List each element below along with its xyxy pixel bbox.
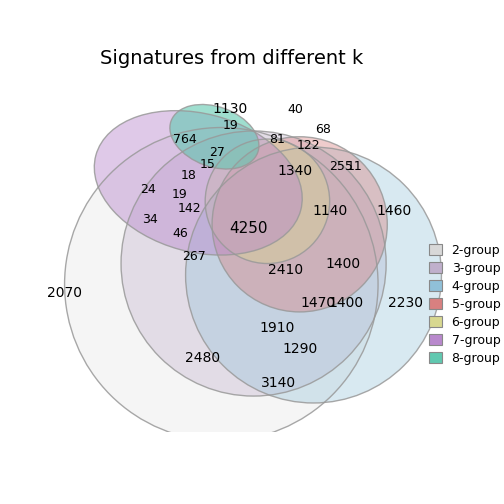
Text: 1290: 1290 xyxy=(282,342,318,356)
Text: 1470: 1470 xyxy=(300,296,336,310)
Ellipse shape xyxy=(94,111,302,255)
Text: 15: 15 xyxy=(200,158,215,171)
Text: 27: 27 xyxy=(209,146,225,159)
Ellipse shape xyxy=(170,104,259,169)
Text: 142: 142 xyxy=(177,202,201,215)
Ellipse shape xyxy=(212,137,387,312)
Text: 2070: 2070 xyxy=(47,286,82,300)
Ellipse shape xyxy=(121,131,386,396)
Text: 764: 764 xyxy=(172,133,197,146)
Text: 46: 46 xyxy=(172,227,187,240)
Text: 19: 19 xyxy=(172,188,187,201)
Text: 18: 18 xyxy=(181,169,197,182)
Text: 1400: 1400 xyxy=(326,257,361,271)
Text: 267: 267 xyxy=(182,250,206,263)
Text: 1400: 1400 xyxy=(328,296,363,310)
Text: 2230: 2230 xyxy=(388,296,423,310)
Text: 1130: 1130 xyxy=(213,102,248,116)
Text: 2480: 2480 xyxy=(185,351,220,365)
Text: 3140: 3140 xyxy=(262,376,296,391)
Ellipse shape xyxy=(65,128,378,441)
Text: 24: 24 xyxy=(140,183,155,196)
Text: 1340: 1340 xyxy=(278,164,312,178)
Ellipse shape xyxy=(185,147,442,403)
Ellipse shape xyxy=(205,139,330,264)
Text: 122: 122 xyxy=(297,140,321,153)
Text: 11: 11 xyxy=(347,160,363,173)
Text: 1460: 1460 xyxy=(376,204,412,218)
Text: 2410: 2410 xyxy=(268,264,303,277)
Text: 255: 255 xyxy=(329,160,353,173)
Text: 4250: 4250 xyxy=(230,221,268,236)
Text: 1910: 1910 xyxy=(259,321,294,335)
Title: Signatures from different k: Signatures from different k xyxy=(100,49,363,68)
Text: 68: 68 xyxy=(315,123,331,136)
Text: 40: 40 xyxy=(287,103,303,115)
Text: 34: 34 xyxy=(142,213,158,226)
Text: 1140: 1140 xyxy=(312,204,347,218)
Text: 19: 19 xyxy=(223,119,238,132)
Legend: 2-group, 3-group, 4-group, 5-group, 6-group, 7-group, 8-group: 2-group, 3-group, 4-group, 5-group, 6-gr… xyxy=(425,240,504,369)
Text: 81: 81 xyxy=(269,133,285,146)
